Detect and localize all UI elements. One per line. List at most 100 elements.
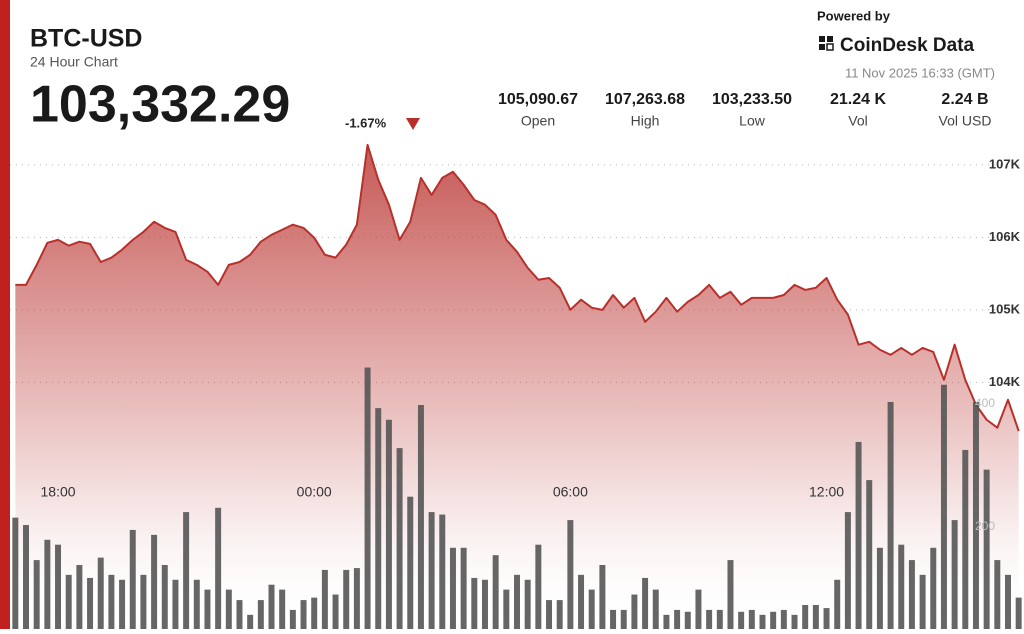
volume-bar <box>151 534 158 629</box>
volume-bar <box>247 614 254 629</box>
volume-bar <box>97 557 104 629</box>
volume-bar <box>695 589 702 629</box>
volume-bar <box>866 480 873 629</box>
volume-bar <box>546 600 553 629</box>
volume-bar <box>439 514 446 629</box>
volume-bar <box>748 609 755 629</box>
volume-bar <box>524 579 531 629</box>
stat-value: 103,233.50 <box>712 91 792 108</box>
volume-bar <box>311 597 318 629</box>
volume-bar <box>481 579 488 629</box>
volume-bar <box>23 525 29 629</box>
volume-bar <box>908 560 915 629</box>
volume-bar <box>449 547 456 629</box>
timestamp: 11 Nov 2025 16:33 (GMT) <box>845 65 995 80</box>
volume-bar <box>471 577 478 629</box>
volume-bar <box>823 608 830 629</box>
x-tick-label: 12:00 <box>809 484 844 500</box>
volume-bar <box>834 579 841 629</box>
volume-bar <box>951 520 958 629</box>
x-tick-label: 00:00 <box>297 484 332 500</box>
volume-bar <box>972 401 979 629</box>
volume-bar <box>108 574 115 629</box>
volume-bar <box>855 441 862 629</box>
price-area <box>15 144 1019 629</box>
volume-bar <box>492 555 499 629</box>
brand-logo <box>819 36 834 51</box>
volume-bar <box>44 539 51 629</box>
volume-bar <box>204 589 211 629</box>
stat-value: 105,090.67 <box>498 91 578 108</box>
volume-bar <box>503 589 510 629</box>
accent-strip <box>0 0 10 629</box>
volume-bar <box>321 569 328 629</box>
stat-value: 21.24 K <box>830 91 886 108</box>
volume-bar <box>353 568 360 629</box>
volume-bar <box>193 579 200 629</box>
volume-bar <box>983 469 990 629</box>
volume-bar <box>588 589 595 629</box>
volume-bar <box>738 611 745 629</box>
x-tick-label: 06:00 <box>553 484 588 500</box>
plot: 104K 105K 106K 107K 200 400 18:00 00:00 06:00 12:… <box>10 143 1024 629</box>
volume-bar <box>332 594 339 629</box>
volume-bar <box>407 496 414 629</box>
volume-bar <box>343 569 350 629</box>
change: -1.67% <box>345 115 387 130</box>
volume-bar <box>556 600 563 629</box>
volume-bar <box>396 448 403 629</box>
volume-bar <box>460 547 467 629</box>
volume-bar <box>706 609 713 629</box>
x-tick-label: 18:00 <box>41 484 76 500</box>
volume-bar <box>12 517 19 629</box>
volume-bar <box>930 547 937 629</box>
volume-bar <box>610 609 617 629</box>
volume-bar <box>268 584 275 629</box>
volume-bar <box>716 609 723 629</box>
volume-bar <box>161 565 168 629</box>
volume-bar <box>770 611 777 629</box>
volume-bar <box>663 614 670 629</box>
down-arrow <box>406 118 420 130</box>
volume-bar <box>898 544 905 629</box>
volume-bar <box>65 574 72 629</box>
volume-bar <box>940 384 947 629</box>
volume-bar <box>684 611 691 629</box>
volume-bar <box>535 544 542 629</box>
price-line <box>15 143 1020 432</box>
volume-bar <box>994 560 1001 629</box>
volume-bar <box>375 408 382 629</box>
volume-bar <box>919 574 926 629</box>
volume-bar <box>385 419 392 629</box>
volume-bar <box>780 609 787 629</box>
stat-label: Low <box>739 113 766 129</box>
volume-bar <box>364 367 371 629</box>
volume-bar <box>514 574 520 629</box>
volume-bar <box>642 577 649 629</box>
volume-bar <box>225 589 232 629</box>
y-tick-label: 106K <box>989 229 1021 244</box>
volume-bar <box>567 520 574 629</box>
volume-bar <box>140 574 147 629</box>
volume-bar <box>55 544 62 629</box>
volume-bar <box>620 609 627 629</box>
y-tick-label: 105K <box>989 301 1021 316</box>
powered-by: Powered by <box>817 8 891 23</box>
volume-bar <box>129 529 136 629</box>
volume-bar <box>300 600 307 629</box>
volume-bar <box>652 589 659 629</box>
volume-bar <box>759 614 766 629</box>
volume-bar <box>1015 597 1022 629</box>
brand-name: CoinDesk Data <box>840 35 975 56</box>
volume-bar <box>599 565 606 629</box>
volume-bar <box>674 609 681 629</box>
volume-bar <box>76 565 83 629</box>
volume-bar <box>876 547 883 629</box>
stat-label: Vol USD <box>939 113 992 129</box>
volume-bar <box>215 507 222 629</box>
volume-bar <box>631 594 638 629</box>
stat-label: Vol <box>848 113 867 129</box>
volume-bar <box>236 600 243 629</box>
y2-tick-label: 200 <box>975 519 995 533</box>
